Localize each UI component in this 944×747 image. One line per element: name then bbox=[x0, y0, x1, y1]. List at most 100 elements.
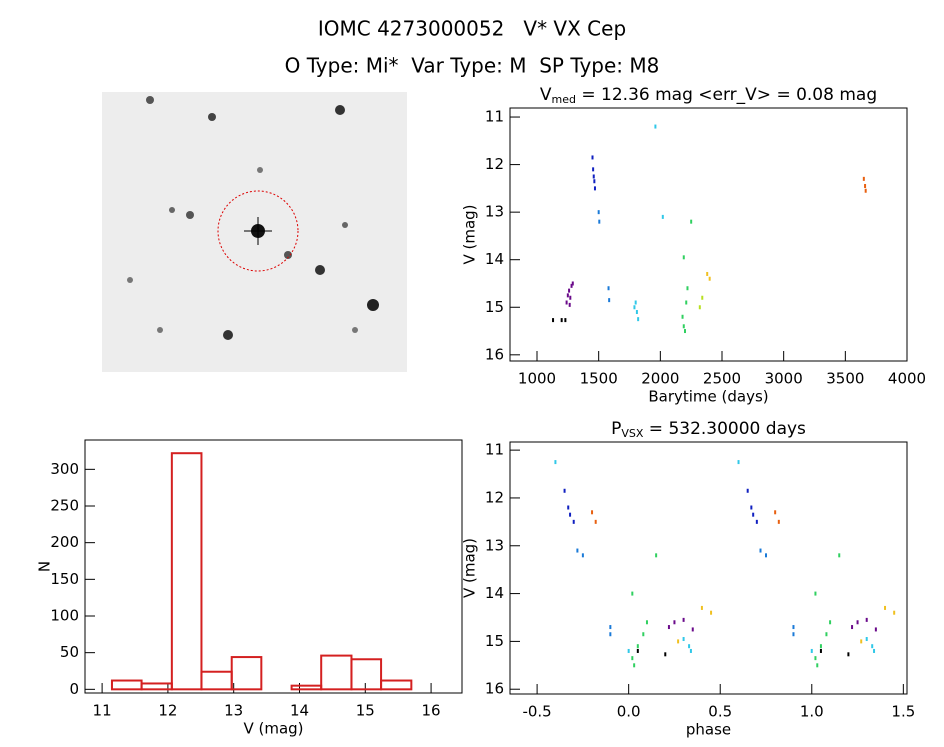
point bbox=[655, 553, 658, 558]
point bbox=[673, 620, 676, 625]
x-axis-label: phase bbox=[686, 721, 731, 739]
y-axis-label: N bbox=[36, 561, 54, 572]
point bbox=[682, 324, 685, 329]
point bbox=[636, 644, 639, 649]
x-tick-label: 11 bbox=[93, 702, 112, 720]
plot-frame bbox=[509, 107, 908, 362]
point bbox=[686, 286, 689, 291]
y-tick-label: 14 bbox=[485, 584, 504, 602]
point bbox=[576, 548, 579, 553]
point bbox=[560, 318, 563, 323]
y-axis-label: V (mag) bbox=[461, 204, 479, 264]
point bbox=[567, 505, 570, 510]
point bbox=[759, 548, 762, 553]
point bbox=[851, 625, 854, 630]
point bbox=[764, 553, 767, 558]
point bbox=[593, 186, 596, 191]
y-tick-label: 300 bbox=[50, 460, 79, 478]
point bbox=[677, 639, 680, 644]
x-tick-label: 0.0 bbox=[617, 703, 641, 721]
point bbox=[609, 625, 612, 630]
point bbox=[594, 519, 597, 524]
point bbox=[636, 648, 639, 653]
point bbox=[627, 648, 630, 653]
point bbox=[777, 519, 780, 524]
point bbox=[814, 656, 817, 661]
point bbox=[871, 644, 874, 649]
point bbox=[865, 617, 868, 622]
point bbox=[792, 625, 795, 630]
y-tick-label: 150 bbox=[50, 570, 79, 588]
point bbox=[862, 176, 865, 181]
point bbox=[856, 620, 859, 625]
y-tick-label: 100 bbox=[50, 607, 79, 625]
point bbox=[564, 318, 567, 323]
point bbox=[631, 656, 634, 661]
point bbox=[609, 632, 612, 637]
x-tick-label: 13 bbox=[224, 702, 243, 720]
y-tick-label: 0 bbox=[69, 680, 79, 698]
point bbox=[681, 314, 684, 319]
point bbox=[591, 510, 594, 515]
point bbox=[591, 155, 594, 160]
x-tick-label: 0.5 bbox=[708, 703, 732, 721]
bar bbox=[350, 658, 383, 691]
point bbox=[635, 310, 638, 315]
title-main: P bbox=[611, 419, 621, 439]
point bbox=[755, 519, 758, 524]
point bbox=[592, 174, 595, 179]
point bbox=[569, 512, 572, 517]
y-tick-label: 15 bbox=[485, 632, 504, 650]
point bbox=[701, 295, 704, 300]
point bbox=[810, 648, 813, 653]
x-tick-label: 4000 bbox=[888, 370, 926, 388]
point bbox=[774, 510, 777, 515]
y-tick-label: 50 bbox=[60, 643, 79, 661]
point bbox=[688, 644, 691, 649]
point bbox=[682, 255, 685, 260]
point bbox=[708, 276, 711, 281]
point bbox=[565, 300, 568, 305]
point bbox=[554, 460, 557, 465]
bar bbox=[380, 679, 413, 691]
point bbox=[819, 648, 822, 653]
point bbox=[746, 488, 749, 493]
point bbox=[710, 610, 713, 615]
chart-title: PVSX = 532.30000 days bbox=[611, 419, 806, 440]
point bbox=[814, 591, 817, 596]
point bbox=[682, 617, 685, 622]
x-tick-label: 3000 bbox=[765, 370, 803, 388]
point bbox=[633, 305, 636, 310]
point bbox=[642, 632, 645, 637]
point bbox=[634, 300, 637, 305]
point bbox=[819, 644, 822, 649]
point bbox=[598, 219, 601, 224]
point bbox=[593, 179, 596, 184]
point bbox=[592, 167, 595, 172]
x-tick-label: 12 bbox=[158, 702, 177, 720]
point bbox=[581, 553, 584, 558]
point bbox=[569, 295, 572, 300]
title-main: V bbox=[540, 85, 552, 105]
y-tick-label: 12 bbox=[485, 488, 504, 506]
y-tick-label: 14 bbox=[485, 250, 504, 268]
point bbox=[792, 632, 795, 637]
point bbox=[645, 620, 648, 625]
plot-frame bbox=[84, 439, 463, 694]
y-tick-label: 11 bbox=[485, 441, 504, 459]
point bbox=[631, 591, 634, 596]
point bbox=[865, 637, 868, 642]
point bbox=[893, 610, 896, 615]
point bbox=[884, 605, 887, 610]
y-axis-label: V (mag) bbox=[461, 538, 479, 598]
y-tick-label: 15 bbox=[485, 298, 504, 316]
subtitle: O Type: Mi* Var Type: M SP Type: M8 bbox=[285, 54, 660, 78]
point bbox=[654, 124, 657, 129]
point bbox=[690, 219, 693, 224]
point bbox=[684, 329, 687, 334]
point bbox=[873, 648, 876, 653]
bar bbox=[110, 679, 143, 691]
y-tick-label: 200 bbox=[50, 533, 79, 551]
title: IOMC 4273000052 V* VX Cep bbox=[318, 17, 626, 41]
